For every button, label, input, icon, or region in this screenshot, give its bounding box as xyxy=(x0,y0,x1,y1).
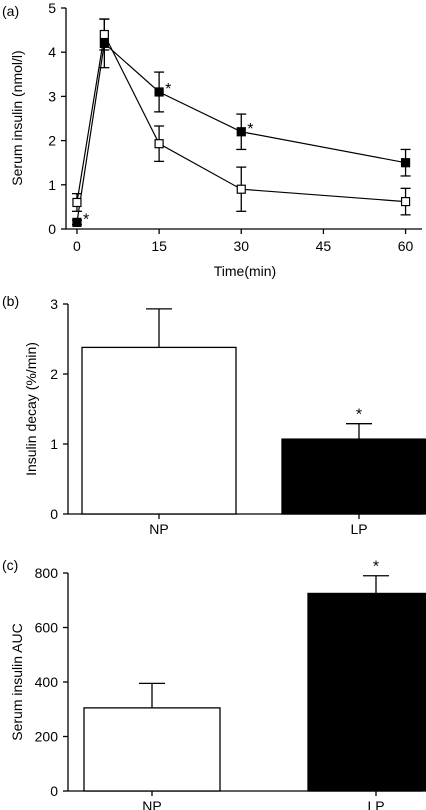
panel-c-label: (c) xyxy=(2,557,18,573)
panel-a-y-tick-label: 1 xyxy=(48,177,56,193)
panel-c-bar-lp xyxy=(307,592,426,792)
panel-b-y-tick-label: 3 xyxy=(50,296,58,312)
panel-c-y-tick-label: 800 xyxy=(35,565,59,581)
series-1-point xyxy=(99,29,109,40)
series-0-point xyxy=(236,127,246,137)
panel-a-x-tick-label: 15 xyxy=(151,238,167,254)
series-1-point xyxy=(154,139,164,149)
panel-a-y-tick-label: 3 xyxy=(48,88,56,104)
panel-b-significance-marker: * xyxy=(356,407,362,424)
significance-marker: * xyxy=(247,121,253,138)
panel-c-x-tick-label: LP xyxy=(367,798,384,810)
panel-a-y-tick-label: 5 xyxy=(48,0,56,16)
panel-c-x-tick-label: NP xyxy=(142,798,161,810)
series-1-point xyxy=(400,196,411,207)
panel-b-y-tick-label: 2 xyxy=(50,366,58,382)
panel-a-line-chart: (a) Serum insulin (nmol/l) Time(min) 0 1 2… xyxy=(2,0,422,279)
panel-c-bar-np xyxy=(83,707,221,792)
panel-b-label: (b) xyxy=(2,293,19,309)
panel-a-y-tick-label: 2 xyxy=(48,133,56,149)
panel-a-x-tick-label: 60 xyxy=(398,238,414,254)
series-1-point xyxy=(236,184,246,194)
panel-a-x-tick-label: 0 xyxy=(73,238,81,254)
panel-c-y-tick-label: 600 xyxy=(35,620,59,636)
panel-b-bar-chart: (b) Insulin decay (%/min) 0 1 2 3 NP LP * xyxy=(2,293,426,537)
panel-b-bar-np xyxy=(81,346,237,515)
panel-a-x-tick-label: 45 xyxy=(316,238,332,254)
panel-b-x-tick-label: NP xyxy=(149,521,168,537)
panel-b-y-tick-label: 0 xyxy=(50,506,58,522)
panel-a-y-tick-label: 4 xyxy=(48,44,56,60)
panel-c-y-tick-label: 400 xyxy=(35,674,59,690)
panel-c-y-tick-label: 200 xyxy=(35,729,59,745)
panel-a-ylabel: Serum insulin (nmol/l) xyxy=(9,50,25,185)
panel-a-y-tick-label: 0 xyxy=(48,221,56,237)
panel-c-ylabel: Serum insulin AUC xyxy=(9,623,25,741)
panel-b-bar-lp xyxy=(281,438,426,515)
panel-c-significance-marker: * xyxy=(373,559,379,576)
panel-a-x-tick-label: 30 xyxy=(233,238,249,254)
significance-marker: * xyxy=(165,81,171,98)
panel-b-y-tick-label: 1 xyxy=(50,436,58,452)
panel-b-x-tick-label: LP xyxy=(350,521,367,537)
panel-c-bar-chart: (c) Serum insulin AUC 0 200 400 600 800 NP LP * xyxy=(2,557,426,810)
panel-b-ylabel: Insulin decay (%/min) xyxy=(23,342,39,476)
series-0-point xyxy=(72,217,82,227)
panel-c-y-tick-label: 0 xyxy=(50,783,58,799)
series-1-point xyxy=(72,197,82,208)
series-0-point xyxy=(400,158,411,168)
series-0-point xyxy=(154,87,164,97)
panel-a-xlabel: Time(min) xyxy=(214,263,276,279)
panel-a-label: (a) xyxy=(2,3,19,19)
significance-marker: * xyxy=(83,211,89,228)
